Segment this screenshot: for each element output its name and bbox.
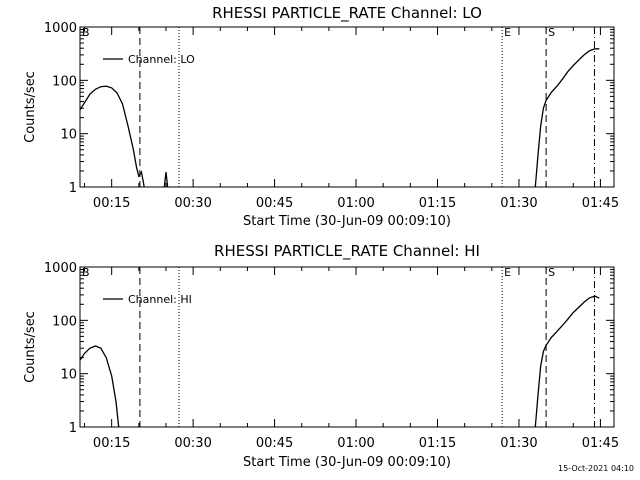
event-label: S [548, 266, 555, 279]
x-tick-label: 00:45 [256, 436, 293, 451]
data-series-line [79, 85, 145, 188]
x-axis-label: Start Time (30-Jun-09 00:09:10) [243, 214, 451, 229]
chart-panel-lo: RHESSI PARTICLE_RATE Channel: LO B E S 1 10 10… [23, 4, 619, 229]
y-axis-label: Counts/sec [23, 71, 38, 143]
y-tick-label: 1 [69, 181, 77, 196]
x-tick-label: 01:15 [419, 436, 456, 451]
x-tick-label: 00:15 [93, 196, 130, 211]
x-tick-label: 01:30 [500, 196, 537, 211]
event-label: B [82, 26, 90, 39]
y-tick-label: 1000 [44, 261, 77, 276]
chart-title: RHESSI PARTICLE_RATE Channel: HI [214, 242, 480, 261]
x-tick-label: 00:15 [93, 436, 130, 451]
footer-timestamp: 15-Oct-2021 04:10 [558, 464, 634, 473]
event-label: E [504, 26, 511, 39]
data-series-line [79, 345, 120, 428]
plot-frame [79, 266, 615, 428]
x-tick-label: 01:45 [582, 196, 619, 211]
x-tick-label: 01:30 [500, 436, 537, 451]
event-label: E [504, 266, 511, 279]
data-series-line [163, 172, 169, 188]
x-tick-label: 00:30 [174, 196, 211, 211]
legend-label: Channel: LO [128, 53, 195, 66]
legend-label: Channel: HI [128, 293, 192, 306]
event-label: B [82, 266, 90, 279]
y-tick-label: 10 [60, 368, 77, 383]
y-axis-label: Counts/sec [23, 311, 38, 383]
x-tick-label: 00:45 [256, 196, 293, 211]
y-tick-label: 100 [52, 314, 77, 329]
x-tick-label: 01:45 [582, 436, 619, 451]
x-tick-label: 01:00 [337, 196, 374, 211]
event-label: S [548, 26, 555, 39]
chart-panel-hi: RHESSI PARTICLE_RATE Channel: HI B E S 1 10 10… [23, 242, 619, 470]
x-tick-label: 01:00 [337, 436, 374, 451]
y-tick-label: 100 [52, 74, 77, 89]
x-tick-label: 01:15 [419, 196, 456, 211]
y-tick-label: 10 [60, 128, 77, 143]
data-series-line [534, 48, 600, 188]
chart-title: RHESSI PARTICLE_RATE Channel: LO [212, 4, 482, 23]
x-tick-label: 00:30 [174, 436, 211, 451]
data-series-line [534, 295, 600, 428]
y-tick-label: 1000 [44, 21, 77, 36]
plot-frame [79, 26, 615, 188]
y-tick-label: 1 [69, 421, 77, 436]
x-axis-label: Start Time (30-Jun-09 00:09:10) [243, 455, 451, 470]
